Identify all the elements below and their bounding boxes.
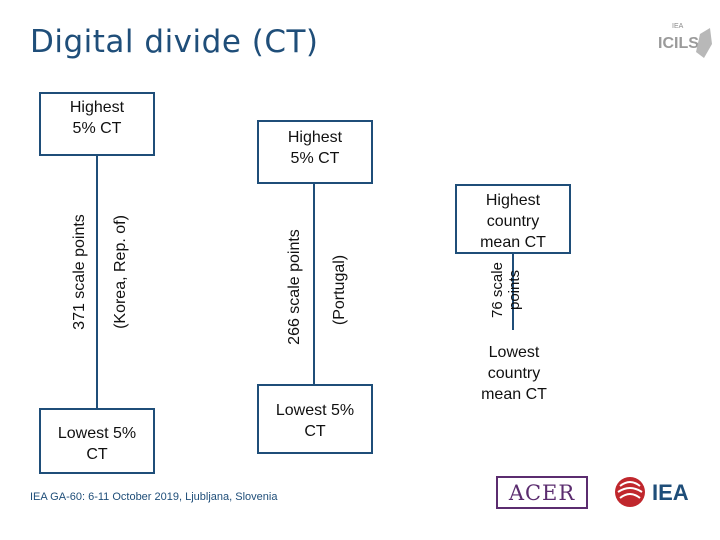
- korea-range-label: 371 scale points: [71, 214, 88, 330]
- iea-logo: IEA: [615, 477, 689, 507]
- portugal-highest-label: Highest 5% CT: [287, 129, 343, 167]
- korea-lowest-box: Lowest 5% CT: [39, 408, 155, 474]
- highest-mean-label: Highest country mean CT: [480, 192, 546, 251]
- korea-range-line: [96, 156, 98, 408]
- highest-mean-box: Highest country mean CT: [455, 184, 571, 254]
- portugal-country-label: (Portugal): [331, 254, 348, 326]
- footer-text: IEA GA-60: 6-11 October 2019, Ljubljana,…: [30, 491, 278, 503]
- mean-range-label: 76 scale points: [489, 262, 523, 318]
- portugal-range-line: [313, 184, 315, 384]
- korea-country-label: (Korea, Rep. of): [112, 215, 129, 329]
- korea-highest-label: Highest 5% CT: [69, 99, 125, 137]
- portugal-lowest-box: Lowest 5% CT: [257, 384, 373, 454]
- korea-highest-box: Highest 5% CT: [39, 92, 155, 156]
- acer-logo: ACER: [496, 476, 588, 509]
- lowest-mean-label: Lowest country mean CT: [481, 344, 547, 403]
- mean-range-line: [512, 254, 514, 330]
- portugal-range-label: 266 scale points: [286, 229, 303, 345]
- icils-logo-small-text: IEA: [672, 23, 684, 30]
- icils-logo: IEA ICILS: [658, 23, 712, 58]
- korea-lowest-label: Lowest 5% CT: [57, 425, 137, 463]
- portugal-highest-box: Highest 5% CT: [257, 120, 373, 184]
- icils-logo-text: ICILS: [658, 35, 699, 52]
- iea-logo-text: IEA: [652, 480, 689, 505]
- slide-title: Digital divide (CT): [30, 24, 319, 60]
- acer-logo-text: ACER: [508, 480, 576, 505]
- portugal-lowest-label: Lowest 5% CT: [275, 402, 355, 440]
